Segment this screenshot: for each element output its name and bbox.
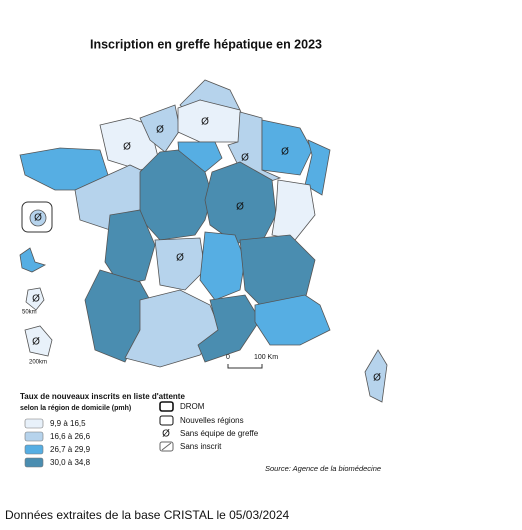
drom-scale: 50km xyxy=(22,310,37,316)
no-team: Ø xyxy=(123,142,131,153)
legend-label: 30,0 à 34,8 xyxy=(50,458,91,467)
symbol-label: Sans inscrit xyxy=(180,442,222,451)
drom-scale: 200km xyxy=(29,360,47,366)
no-team: Ø xyxy=(373,373,381,384)
no-team: Ø xyxy=(241,153,249,164)
region xyxy=(271,179,316,241)
region xyxy=(104,209,156,286)
region xyxy=(197,294,261,363)
symbol xyxy=(159,415,174,426)
region xyxy=(154,237,206,291)
legend-label: 16,6 à 26,6 xyxy=(50,432,91,441)
region xyxy=(199,231,246,301)
map: 50km 200km Ø Ø Ø Ø Ø Ø Ø Ø Ø Ø Ø 0 100 K… xyxy=(19,79,388,403)
region xyxy=(139,104,181,153)
region xyxy=(254,294,331,346)
scale-label: 0 xyxy=(226,354,230,361)
region xyxy=(261,119,313,176)
scale-bar xyxy=(227,364,263,369)
title: Inscription en greffe hépatique en 2023 xyxy=(90,37,322,51)
symbol xyxy=(159,401,174,412)
no-team: Ø xyxy=(32,337,40,348)
legend-label: 9,9 à 16,5 xyxy=(50,419,86,428)
region xyxy=(124,289,221,368)
no-team: Ø xyxy=(34,213,42,224)
symbol-label: Sans équipe de greffe xyxy=(180,429,259,438)
no-team: Ø xyxy=(236,202,244,213)
no-team: Ø xyxy=(176,253,184,264)
legend-swatch xyxy=(24,431,44,442)
region xyxy=(304,139,331,196)
symbol xyxy=(161,442,172,451)
no-team: Ø xyxy=(32,294,40,305)
drom xyxy=(29,209,47,227)
drom xyxy=(19,247,47,273)
drom-box xyxy=(21,201,53,233)
legend-label: 26,7 à 29,9 xyxy=(50,445,91,454)
symbol-label: DROM xyxy=(180,402,205,411)
symbol-label: Nouvelles régions xyxy=(180,416,244,425)
legend: Taux de nouveaux inscrits en liste d'att… xyxy=(20,392,259,468)
drom xyxy=(25,287,45,311)
drom xyxy=(24,325,53,357)
legend-title: Taux de nouveaux inscrits en liste d'att… xyxy=(20,392,185,401)
footer: Données extraites de la base CRISTAL le … xyxy=(5,508,290,522)
symbol: Ø xyxy=(162,429,170,440)
legend-swatch xyxy=(24,457,44,468)
no-team: Ø xyxy=(281,147,289,158)
legend-swatch xyxy=(24,418,44,429)
region xyxy=(364,349,388,403)
symbol xyxy=(159,441,174,452)
scale-label: 100 Km xyxy=(254,354,278,361)
no-team: Ø xyxy=(156,125,164,136)
legend-swatch xyxy=(24,444,44,455)
source: Source: Agence de la biomédecine xyxy=(265,464,381,473)
no-team: Ø xyxy=(201,117,209,128)
legend-subtitle: selon la région de domicile (pmh) xyxy=(20,405,131,412)
region xyxy=(239,234,316,306)
